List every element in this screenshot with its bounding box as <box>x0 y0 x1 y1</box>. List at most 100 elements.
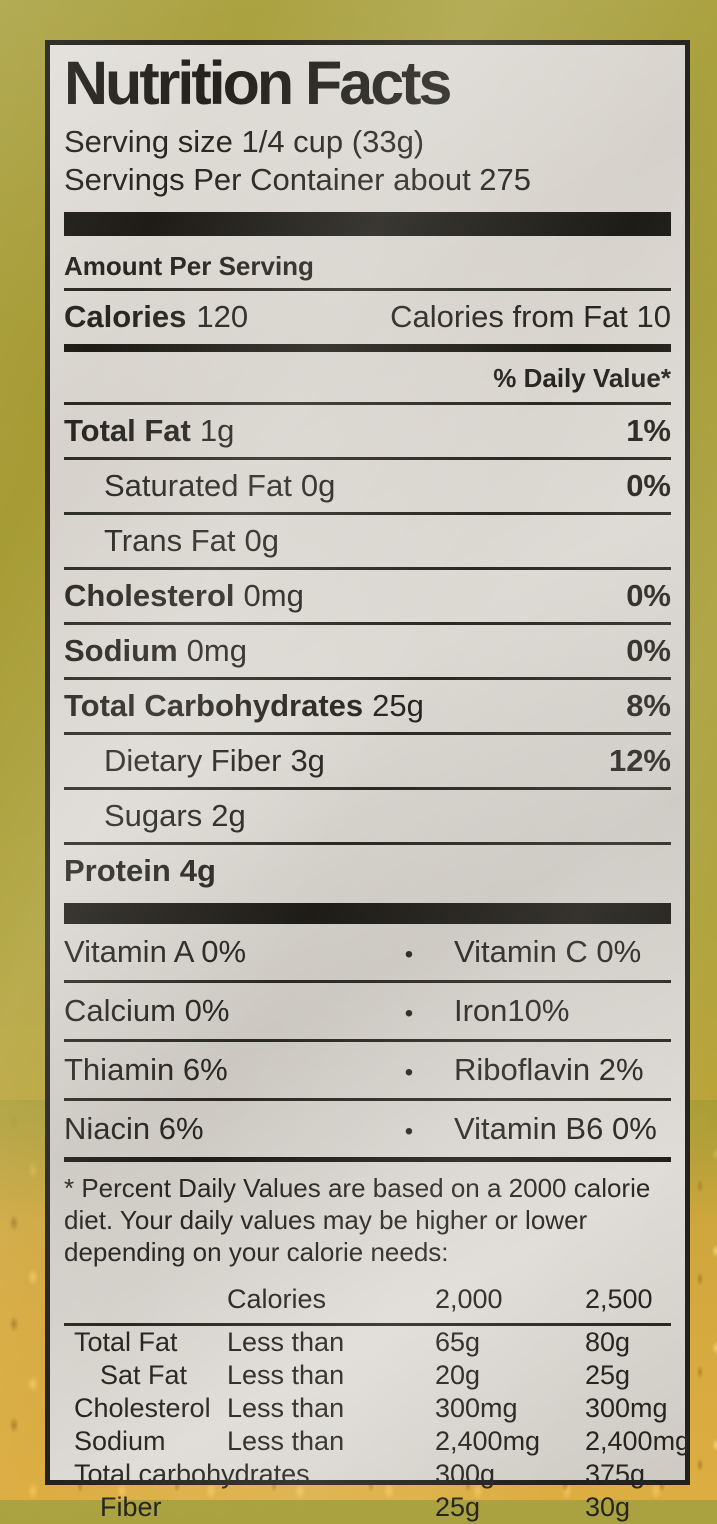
nutrient-daily-value: 1% <box>626 413 671 448</box>
nutrient-daily-value: 12% <box>608 743 671 778</box>
amount-per-serving-heading: Amount Per Serving <box>64 251 314 281</box>
row-value-2000: 20g <box>435 1360 481 1390</box>
nutrient-daily-value: 0% <box>626 578 671 613</box>
vitamin-right: Iron10% <box>454 993 570 1028</box>
daily-values-footnote: * Percent Daily Values are based on a 20… <box>64 1173 651 1267</box>
row-value-2000: 300mg <box>435 1393 518 1423</box>
nutrient-name: Sodium <box>64 633 178 668</box>
header-2000: 2,000 <box>435 1284 503 1314</box>
divider-thick-vitamins <box>64 903 671 924</box>
row-name: Sodium <box>74 1426 166 1456</box>
serving-size: Serving size 1/4 cup (33g) <box>64 124 425 159</box>
vitamin-row-thiamin-riboflavin: Thiamin 6% • Riboflavin 2% <box>64 1039 671 1098</box>
nutrient-row-trans-fat: Trans Fat 0g <box>64 512 671 567</box>
row-value-2500: 80g <box>585 1327 631 1357</box>
table-header-rule <box>64 1323 671 1326</box>
nutrient-row-protein: Protein 4g <box>64 842 671 897</box>
row-name: Cholesterol <box>74 1393 211 1423</box>
nutrient-daily-value: 0% <box>626 468 671 503</box>
row-name: Total Fat <box>74 1327 178 1357</box>
row-name: Total carbohydrates <box>74 1459 310 1489</box>
nutrient-amount: 3g <box>290 743 325 778</box>
calories-label: Calories <box>64 299 187 334</box>
nutrient-name: Saturated Fat <box>104 468 292 503</box>
row-qualifier <box>227 1458 435 1491</box>
nutrient-amount: 25g <box>372 688 424 723</box>
daily-values-table-header: Calories 2,000 2,500 <box>64 1272 671 1323</box>
nutrient-row-sodium: Sodium 0mg 0% <box>64 622 671 677</box>
vitamin-row-calcium-iron: Calcium 0% • Iron10% <box>64 980 671 1039</box>
servings-per-container: Servings Per Container about 275 <box>64 162 532 197</box>
row-value-2500: 300mg <box>585 1393 668 1423</box>
table-row-cholesterol: Cholesterol Less than 300mg 300mg <box>64 1392 671 1425</box>
row-qualifier: Less than <box>227 1327 345 1357</box>
bullet-separator: • <box>404 1000 414 1027</box>
header-2500: 2,500 <box>585 1284 653 1314</box>
row-qualifier: Less than <box>227 1426 345 1456</box>
nutrient-amount: 4g <box>179 853 216 888</box>
divider-footnote <box>64 1157 671 1162</box>
nutrient-amount: 0g <box>244 523 279 558</box>
nutrient-name: Trans Fat <box>104 523 236 558</box>
nutrient-amount: 1g <box>199 413 235 448</box>
calories-row: Calories 120 Calories from Fat 10 <box>64 288 671 342</box>
table-row-fiber: Fiber 25g 30g <box>64 1491 671 1524</box>
table-row-total-carbohydrates: Total carbohydrates 300g 375g <box>64 1458 671 1491</box>
calories-value: 120 <box>196 299 249 334</box>
row-qualifier: Less than <box>227 1393 345 1423</box>
nutrient-row-sugars: Sugars 2g <box>64 787 671 842</box>
table-row-total-fat: Total Fat Less than 65g 80g <box>64 1326 671 1359</box>
vitamin-row-niacin-b6: Niacin 6% • Vitamin B6 0% <box>64 1098 671 1157</box>
nutrient-name: Dietary Fiber <box>104 743 282 778</box>
bullet-separator: • <box>404 941 414 968</box>
row-value-2000: 2,400mg <box>435 1426 541 1456</box>
header-calories: Calories <box>227 1284 327 1314</box>
row-value-2500: 30g <box>585 1492 631 1522</box>
nutrient-name: Total Carbohydrates <box>64 688 364 723</box>
vitamin-right: Vitamin C 0% <box>454 934 642 969</box>
nutrient-daily-value: 8% <box>626 688 671 723</box>
vitamin-left: Vitamin A 0% <box>64 934 247 969</box>
row-name: Fiber <box>100 1492 162 1522</box>
nutrient-name: Total Fat <box>64 413 191 448</box>
nutrient-row-saturated-fat: Saturated Fat 0g 0% <box>64 457 671 512</box>
nutrient-row-dietary-fiber: Dietary Fiber 3g 12% <box>64 732 671 787</box>
divider-thick-top <box>64 212 671 236</box>
row-value-2500: 2,400mg <box>585 1426 691 1456</box>
divider-medium <box>64 344 671 352</box>
nutrient-row-total-fat: Total Fat 1g 1% <box>64 402 671 457</box>
table-row-sat-fat: Sat Fat Less than 20g 25g <box>64 1359 671 1392</box>
row-value-2500: 375g <box>585 1459 646 1489</box>
nutrition-facts-label: Nutrition Facts Serving size 1/4 cup (33… <box>45 40 690 1522</box>
row-qualifier <box>227 1491 435 1524</box>
bullet-separator: • <box>404 1118 414 1145</box>
vitamin-left: Calcium 0% <box>64 993 230 1028</box>
row-value-2500: 25g <box>585 1360 631 1390</box>
percent-daily-value-heading: % Daily Value* <box>493 363 671 393</box>
vitamin-left: Niacin 6% <box>64 1111 204 1146</box>
nutrient-amount: 0g <box>300 468 336 503</box>
row-value-2000: 25g <box>435 1492 481 1522</box>
table-row-sodium: Sodium Less than 2,400mg 2,400mg <box>64 1425 690 1458</box>
nutrient-amount: 2g <box>211 798 246 833</box>
row-qualifier: Less than <box>227 1360 345 1390</box>
vitamin-left: Thiamin 6% <box>64 1052 228 1087</box>
nutrient-row-cholesterol: Cholesterol 0mg 0% <box>64 567 671 622</box>
daily-values-table: Calories 2,000 2,500 Total Fat Less than… <box>64 1272 690 1524</box>
nutrient-amount: 0mg <box>243 578 304 613</box>
label-title: Nutrition Facts <box>64 49 452 117</box>
calories-from-fat: Calories from Fat 10 <box>390 299 671 334</box>
row-value-2000: 65g <box>435 1327 481 1357</box>
bullet-separator: • <box>404 1059 414 1086</box>
nutrient-name: Protein <box>64 853 171 888</box>
nutrient-daily-value: 0% <box>626 633 671 668</box>
row-name: Sat Fat <box>100 1360 188 1390</box>
row-value-2000: 300g <box>435 1459 496 1489</box>
nutrient-row-total-carbohydrates: Total Carbohydrates 25g 8% <box>64 677 671 732</box>
nutrient-amount: 0mg <box>186 633 247 668</box>
vitamin-row-a-c: Vitamin A 0% • Vitamin C 0% <box>64 924 671 980</box>
nutrient-name: Sugars <box>104 798 203 833</box>
vitamin-right: Vitamin B6 0% <box>454 1111 657 1146</box>
nutrient-name: Cholesterol <box>64 578 235 613</box>
vitamin-right: Riboflavin 2% <box>454 1052 644 1087</box>
